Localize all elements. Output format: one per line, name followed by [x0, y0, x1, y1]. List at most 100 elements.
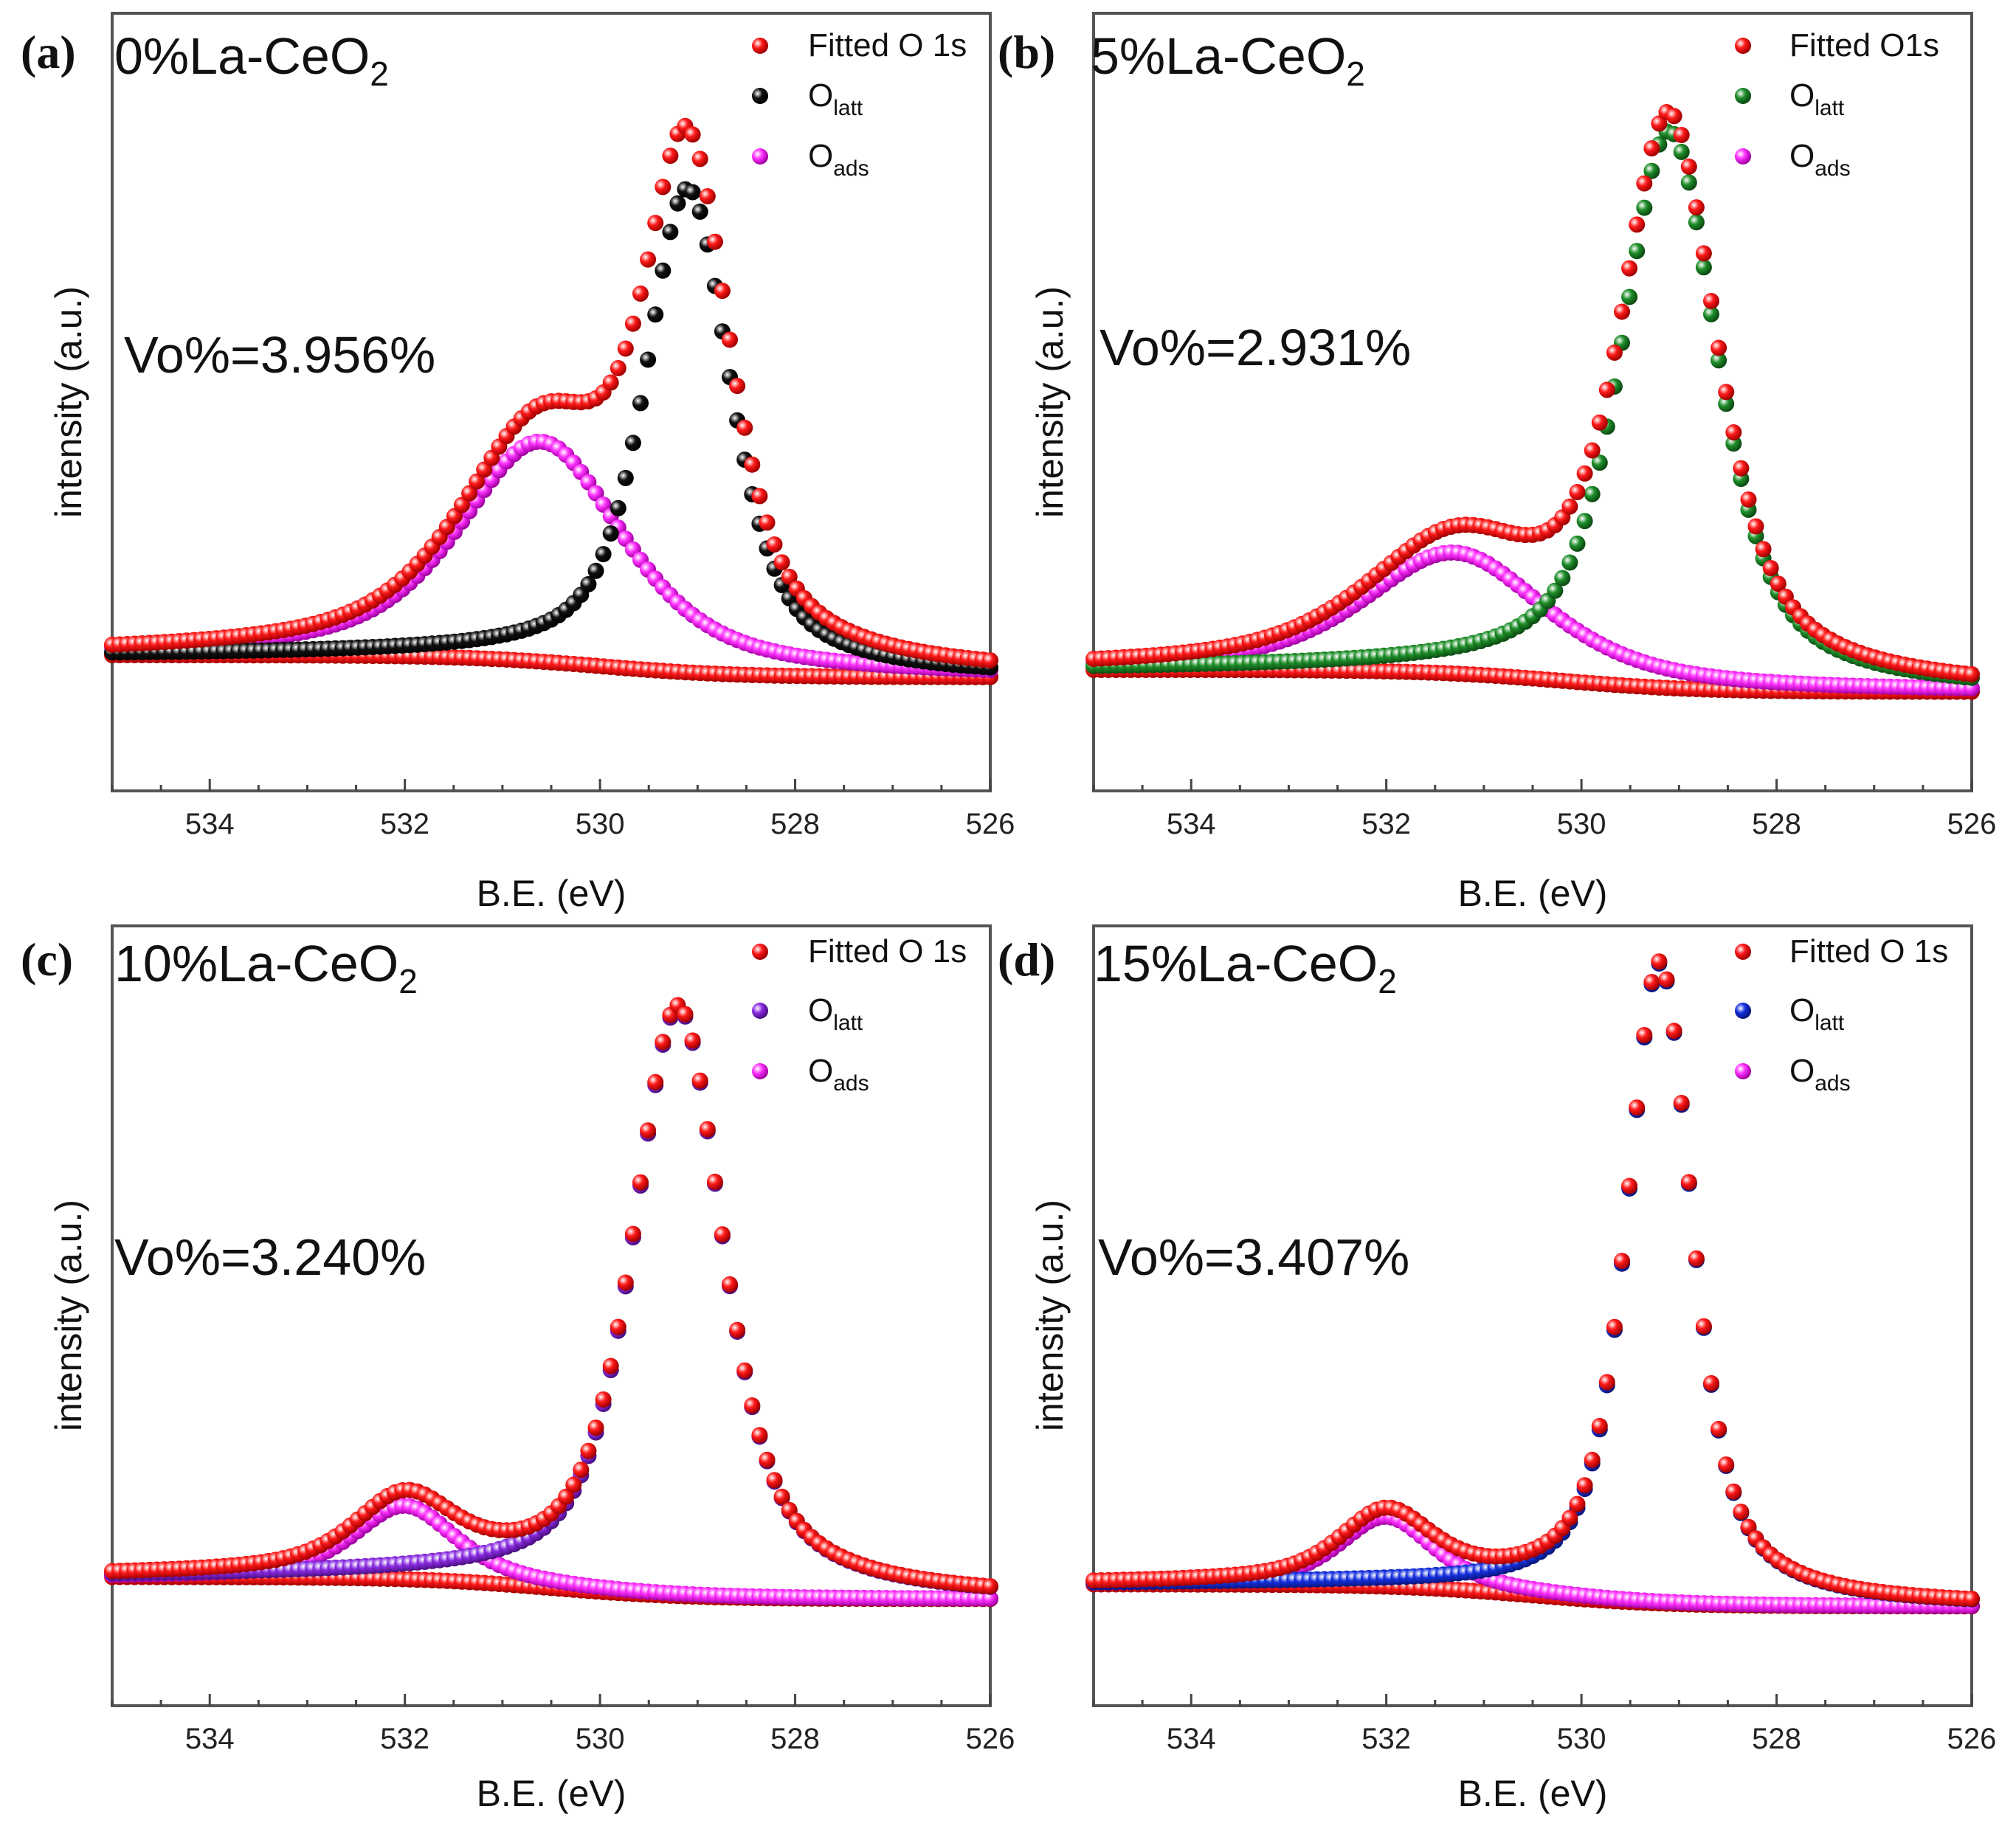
panel-letter: (b)	[998, 26, 1055, 78]
latt-point	[669, 195, 686, 212]
ads-point	[595, 497, 612, 513]
legend-label-ads: Oads	[1789, 138, 1851, 181]
legend-marker-latt	[1735, 88, 1751, 104]
fitted-point	[1658, 971, 1675, 988]
fitted-point	[1643, 140, 1660, 157]
fitted-point	[736, 1362, 753, 1379]
fitted-point	[602, 1357, 619, 1374]
x-tick-label: 528	[770, 808, 820, 840]
latt-point	[1688, 214, 1705, 231]
legend-label-ads: Oads	[808, 1053, 869, 1096]
fitted-series	[104, 117, 998, 669]
x-tick-label: 526	[966, 808, 1015, 840]
fitted-point	[1636, 1027, 1653, 1043]
fitted-point	[1718, 384, 1735, 401]
legend: Fitted O1s Olatt Oads	[1735, 27, 1939, 181]
latt-point	[1725, 435, 1742, 452]
fitted-point	[751, 1427, 768, 1444]
legend-marker-ads	[1735, 1063, 1751, 1079]
fitted-point	[1725, 1483, 1742, 1500]
fitted-point	[1695, 1318, 1712, 1335]
x-tick-label: 528	[770, 1723, 820, 1755]
x-tick-label: 534	[1167, 1723, 1216, 1755]
fitted-point	[677, 1006, 694, 1023]
vo-annotation: Vo%=2.931%	[1100, 319, 1411, 376]
vo-annotation: Vo%=3.956%	[124, 326, 435, 384]
fitted-point	[558, 1488, 575, 1505]
fitted-point	[1621, 1177, 1638, 1194]
latt-point	[1584, 485, 1601, 502]
legend-marker-latt	[752, 88, 768, 104]
fitted-point	[714, 283, 731, 300]
fitted-point	[640, 1122, 657, 1139]
legend-marker-latt	[752, 1003, 768, 1019]
fitted-point	[647, 1073, 664, 1090]
latt-point	[1711, 352, 1727, 369]
latt-series	[104, 181, 998, 676]
legend: Fitted O 1s Olatt Oads	[752, 27, 967, 181]
fitted-point	[587, 1419, 604, 1436]
fitted-point	[1606, 345, 1623, 361]
fitted-point	[729, 1321, 746, 1338]
fitted-point	[1629, 216, 1646, 233]
fitted-point	[1964, 1591, 1980, 1608]
fitted-point	[766, 536, 783, 553]
fitted-point	[476, 461, 493, 478]
latt-point	[1576, 513, 1593, 530]
legend-label-ads: Oads	[1789, 1053, 1851, 1096]
fitted-point	[1561, 498, 1578, 515]
fitted-point	[722, 331, 738, 348]
legend-label-latt: Olatt	[808, 77, 863, 120]
fitted-point	[759, 1451, 776, 1468]
fitted-point	[573, 1462, 590, 1478]
latt-point	[1703, 305, 1719, 322]
x-tick-label: 528	[1752, 1723, 1801, 1755]
legend-marker-ads	[1735, 148, 1751, 165]
x-axis-title: B.E. (eV)	[1458, 1773, 1608, 1814]
legend-label-latt: Olatt	[808, 992, 863, 1035]
legend-marker-ads	[752, 148, 768, 165]
legend: Fitted O 1s Olatt Oads	[752, 933, 967, 1096]
x-tick-label: 532	[380, 1723, 429, 1755]
fitted-point	[469, 473, 486, 490]
fitted-point	[982, 1578, 998, 1595]
fitted-point	[1718, 1456, 1735, 1473]
fitted-point	[684, 1032, 701, 1049]
fitted-point	[1673, 127, 1690, 143]
legend-label-ads: Oads	[808, 138, 869, 181]
fitted-point	[706, 233, 723, 250]
latt-point	[610, 499, 626, 516]
fitted-point	[1598, 1374, 1615, 1391]
latt-point	[1718, 395, 1735, 412]
fitted-point	[1621, 260, 1638, 277]
fitted-point	[1606, 1318, 1623, 1335]
latt-point	[1695, 259, 1712, 276]
fitted-point	[1770, 575, 1787, 592]
fitted-point	[691, 151, 708, 167]
fitted-point	[766, 1472, 783, 1489]
x-axis-title: B.E. (eV)	[477, 873, 626, 914]
x-tick-label: 534	[1167, 808, 1216, 840]
panel-letter: (c)	[21, 933, 73, 986]
fitted-point	[1703, 293, 1719, 309]
panel-c: 534 532 530 528 526 (c) 10%La-CeO2 Vo%=3.240…	[21, 924, 1015, 1814]
fitted-point	[1703, 1374, 1719, 1391]
fitted-point	[1584, 442, 1601, 459]
x-tick-label: 534	[185, 1723, 235, 1755]
latt-point	[1636, 199, 1653, 216]
fitted-point	[1673, 1095, 1690, 1111]
panel-title: 10%La-CeO2	[114, 935, 418, 1000]
x-ticks: 534 532 530 528 526	[111, 779, 1015, 840]
legend-marker-fitted	[1735, 38, 1751, 54]
fitted-point	[759, 514, 776, 531]
x-ticks: 534 532 530 528 526	[111, 1694, 1015, 1755]
fitted-point	[602, 374, 619, 391]
fitted-point	[751, 488, 768, 505]
x-ticks: 534 532 530 528 526	[1092, 779, 1996, 840]
fitted-point	[1584, 1451, 1601, 1468]
latt-point	[617, 469, 634, 486]
latt-point	[1554, 570, 1571, 587]
panel-letter: (a)	[21, 26, 76, 78]
fitted-point	[1636, 175, 1653, 192]
x-tick-label: 526	[966, 1723, 1015, 1755]
